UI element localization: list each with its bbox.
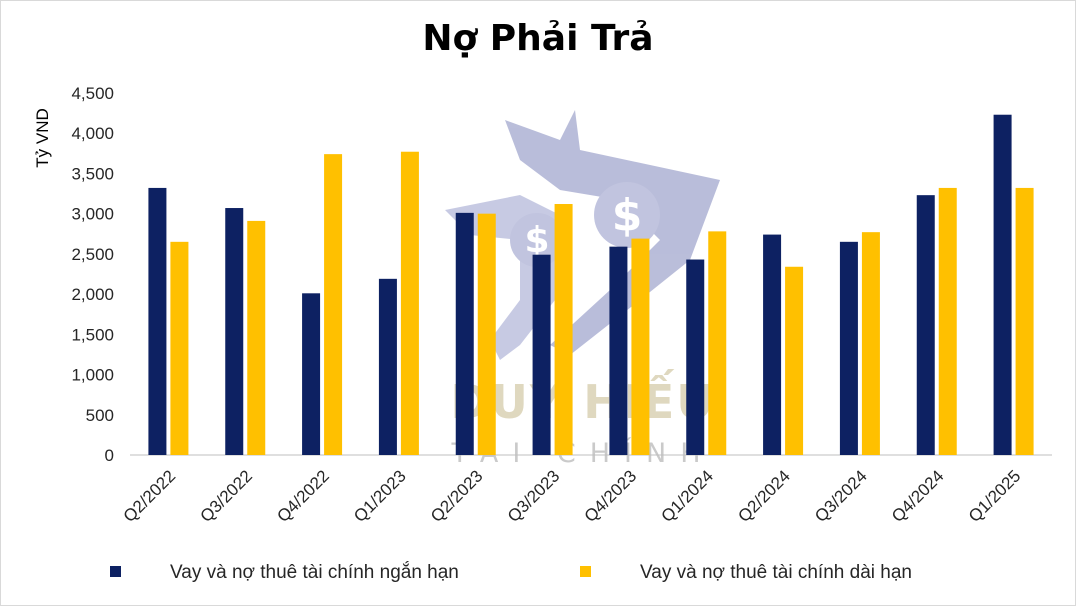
bar-short-term [225,208,244,455]
bar-short-term [455,212,474,455]
legend-label: Vay và nợ thuê tài chính ngắn hạn [170,561,459,583]
bar-short-term [686,259,705,455]
shield-dollar-icon: $ $ [445,110,720,360]
x-tick-label: Q2/2024 [734,466,794,526]
bar-short-term [609,246,628,455]
y-axis-label: Tỷ VND [33,108,52,168]
bar-short-term [993,114,1012,455]
bar-long-term [938,187,957,455]
bar-long-term [708,231,727,455]
y-tick-label: 4,000 [71,124,114,143]
bar-long-term [324,154,343,456]
x-tick-label: Q2/2023 [427,466,487,526]
y-tick-label: 2,000 [71,285,114,304]
bar-long-term [631,238,650,455]
bar-long-term [861,232,880,455]
svg-text:$: $ [612,190,643,241]
y-tick-label: 4,500 [71,84,114,103]
x-tick-label: Q3/2022 [197,466,257,526]
bar-long-term [400,151,419,456]
x-tick-label: Q1/2023 [350,466,410,526]
bar-short-term [916,195,935,456]
bar-long-term [477,213,496,455]
bar-short-term [532,254,551,455]
legend: Vay và nợ thuê tài chính ngắn hạn Vay và … [110,561,912,583]
bar-short-term [378,278,397,455]
x-tick-label: Q1/2024 [658,466,718,526]
x-tick-label: Q3/2023 [504,466,564,526]
x-tick-label: Q1/2025 [965,466,1025,526]
x-tick-label: Q2/2022 [120,466,180,526]
bar-short-term [763,234,782,455]
bars [148,114,1034,456]
y-tick-label: 500 [86,406,114,425]
legend-swatch [580,566,591,577]
y-tick-label: 3,000 [71,205,114,224]
x-tick-label: Q4/2023 [581,466,641,526]
legend-label: Vay và nợ thuê tài chính dài hạn [640,562,912,583]
bar-long-term [1015,187,1034,455]
bar-long-term [785,266,804,455]
y-tick-label: 0 [105,446,114,465]
y-tick-label: 1,000 [71,366,114,385]
chart-title: Nợ Phải Trả [422,18,654,59]
x-tick-label: Q4/2024 [888,466,948,526]
x-tick-label: Q4/2022 [273,466,333,526]
bar-long-term [247,220,266,455]
x-tick-label: Q3/2024 [811,466,871,526]
legend-swatch [110,566,121,577]
bar-short-term [148,187,167,455]
bar-short-term [839,241,858,455]
y-tick-label: 1,500 [71,325,114,344]
bar-long-term [170,241,189,455]
y-tick-label: 3,500 [71,164,114,183]
y-tick-label: 2,500 [71,245,114,264]
bar-short-term [302,293,321,455]
bar-long-term [554,204,573,455]
svg-text:$: $ [524,220,549,261]
